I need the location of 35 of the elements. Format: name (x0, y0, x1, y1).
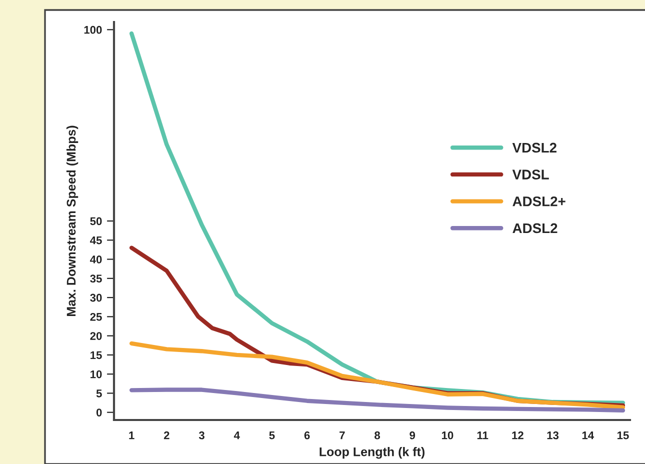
y-axis-title: Max. Downstream Speed (Mbps) (66, 126, 78, 316)
y-tick-label: 50 (90, 217, 102, 226)
y-tick-label: 15 (90, 351, 102, 360)
x-tick-label: 5 (269, 432, 275, 440)
x-tick-label: 11 (477, 432, 488, 440)
y-tick-label: 5 (96, 390, 102, 398)
x-tick-label: 2 (164, 431, 170, 440)
y-tick-label: 20 (90, 332, 102, 340)
y-tick-label: 45 (90, 236, 102, 244)
x-tick-label: 4 (234, 432, 240, 440)
x-tick-label: 3 (198, 431, 204, 440)
legend-label: ADSL2 (512, 223, 558, 234)
x-tick-label: 10 (442, 431, 454, 440)
x-tick-label: 15 (618, 432, 629, 440)
x-tick-label: 14 (582, 432, 594, 440)
x-tick-label: 8 (374, 431, 380, 440)
x-tick-label: 12 (512, 431, 524, 440)
y-tick-label: 30 (90, 294, 102, 302)
y-tick-label: 10 (90, 370, 102, 378)
legend-label: VDSL (512, 170, 549, 180)
x-tick-label: 9 (410, 431, 416, 440)
x-tick-label: 1 (129, 432, 134, 440)
legend-label: ADSL2+ (512, 196, 566, 206)
x-tick-label: 7 (340, 432, 345, 440)
y-tick-label: 25 (90, 312, 102, 321)
y-tick-label: 35 (90, 274, 102, 283)
line-series (129, 341, 626, 410)
x-axis-title: Loop Length (k ft) (320, 447, 424, 459)
x-tick-label: 6 (304, 431, 310, 440)
y-tick-label: 100 (84, 26, 102, 34)
y-tick-label: 0 (96, 408, 102, 416)
line-series (129, 388, 626, 413)
x-tick-label: 13 (547, 431, 559, 440)
y-tick-label: 40 (90, 256, 102, 264)
legend-label: VDSL2 (512, 142, 556, 153)
